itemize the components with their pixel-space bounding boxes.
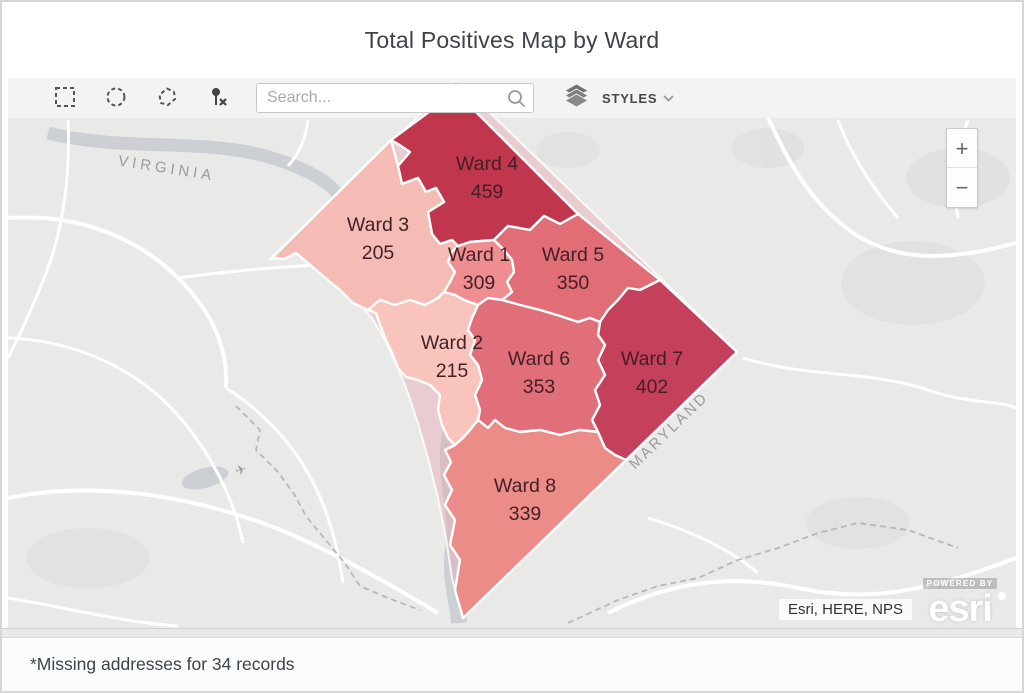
map-canvas[interactable]: ✈ VIRGINIA MARYLAND Ward 4 459	[8, 78, 1016, 628]
ward-1-name: Ward 1	[448, 244, 510, 266]
title-bar: Total Positives Map by Ward	[2, 2, 1022, 78]
ward-5-value: 350	[557, 272, 590, 294]
ward-2-name: Ward 2	[421, 332, 483, 354]
ward-8-value: 339	[509, 503, 542, 525]
boundary-line-dashed	[235, 405, 959, 624]
layers-icon	[563, 83, 590, 112]
ward-8-name: Ward 8	[494, 475, 556, 497]
ward-3-name: Ward 3	[347, 214, 409, 236]
search-input[interactable]	[256, 83, 534, 113]
ward-7-name: Ward 7	[621, 348, 683, 370]
lasso-select-button[interactable]	[152, 83, 182, 113]
ward-6-name: Ward 6	[508, 348, 570, 370]
styles-dropdown[interactable]: STYLES	[563, 83, 675, 112]
chevron-down-icon	[663, 89, 675, 107]
search-icon[interactable]	[507, 89, 526, 113]
ward-7-value: 402	[636, 376, 669, 398]
ward-5-name: Ward 5	[542, 244, 604, 266]
airport-icon: ✈	[233, 461, 248, 479]
missing-records-note: *Missing addresses for 34 records	[30, 654, 295, 674]
circle-select-button[interactable]	[101, 83, 131, 113]
ward-labels: Ward 4 459 Ward 3 205 Ward 1 309 Ward 5 …	[347, 153, 683, 525]
footer: *Missing addresses for 34 records	[2, 638, 1022, 691]
ward-4-name: Ward 4	[456, 153, 518, 175]
ward-3-value: 205	[362, 242, 395, 264]
zoom-controls: + −	[946, 128, 978, 208]
map-toolbar: STYLES	[8, 78, 1016, 118]
ward-1-value: 309	[463, 272, 496, 294]
ward-8-region[interactable]	[442, 418, 628, 620]
chart-title: Total Positives Map by Ward	[364, 26, 660, 53]
section-divider	[2, 628, 1022, 638]
ward-4-value: 459	[471, 181, 504, 203]
zoom-out-button[interactable]: −	[947, 168, 977, 207]
rectangle-select-icon	[54, 86, 76, 111]
clear-pins-button[interactable]	[203, 83, 233, 113]
search-box	[256, 83, 534, 113]
ward-6-value: 353	[523, 376, 556, 398]
lasso-select-icon	[156, 86, 178, 111]
rectangle-select-button[interactable]	[50, 83, 80, 113]
ward-2-value: 215	[436, 360, 469, 382]
pin-x-icon	[207, 86, 229, 111]
map-section: ✈ VIRGINIA MARYLAND Ward 4 459	[8, 78, 1016, 628]
basemap-roads	[8, 117, 1016, 628]
zoom-in-button[interactable]: +	[947, 129, 977, 168]
ward-2-region[interactable]	[366, 290, 484, 447]
styles-label: STYLES	[602, 90, 658, 106]
circle-select-icon	[105, 86, 127, 111]
map-attribution: Esri, HERE, NPS	[778, 599, 912, 620]
